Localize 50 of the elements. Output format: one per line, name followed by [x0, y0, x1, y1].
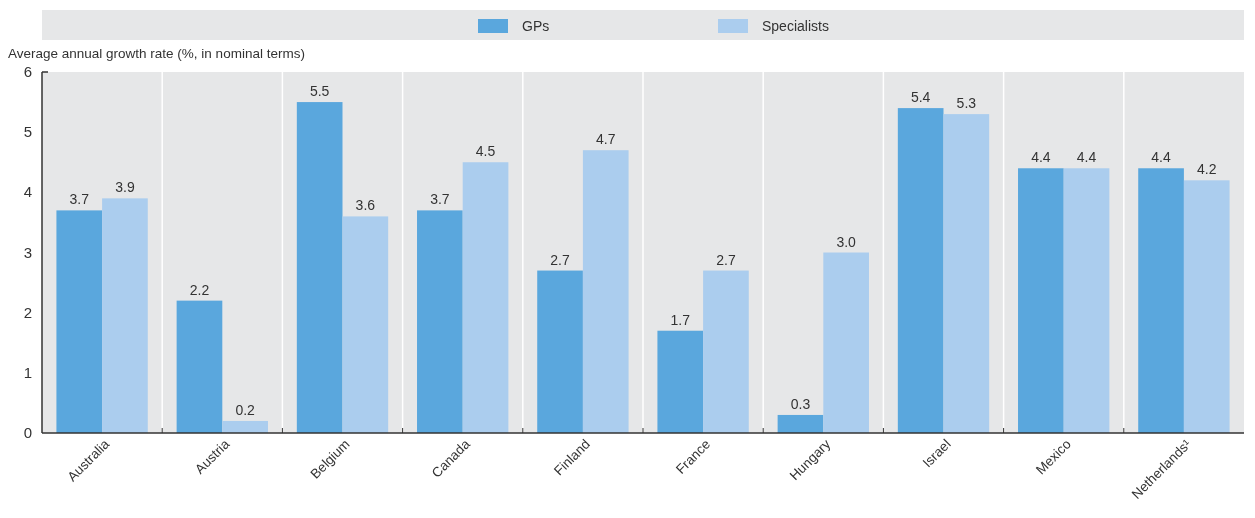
- bar: [342, 216, 389, 433]
- bar: [1138, 168, 1184, 433]
- data-label: 2.7: [550, 251, 570, 268]
- y-axis-title: Average annual growth rate (%, in nominal terms): [8, 46, 305, 61]
- data-label: 2.7: [716, 251, 736, 268]
- bar: [176, 300, 223, 433]
- bar: [1063, 168, 1110, 433]
- data-label: 5.4: [910, 89, 931, 106]
- data-label: 5.3: [956, 95, 977, 112]
- bar: [657, 330, 704, 433]
- bar: [777, 414, 824, 433]
- bar: [296, 102, 343, 433]
- bar: [582, 150, 629, 433]
- bar: [537, 270, 583, 433]
- bar: [823, 252, 869, 433]
- data-label: 2.2: [189, 281, 210, 298]
- data-label: 1.7: [670, 311, 691, 328]
- bar: [417, 210, 463, 433]
- bar: [943, 114, 990, 433]
- data-label: 4.5: [475, 143, 496, 160]
- bar: [1183, 180, 1230, 433]
- y-tick-label: 1: [23, 363, 33, 381]
- y-tick-label: 6: [23, 63, 33, 80]
- y-tick-label: 5: [23, 123, 33, 141]
- data-label: 4.7: [596, 131, 616, 148]
- data-label: 0.2: [235, 401, 256, 418]
- legend-label: Specialists: [762, 18, 829, 34]
- legend-label: GPs: [522, 18, 550, 34]
- y-tick-label: 4: [23, 183, 33, 201]
- data-label: 3.7: [430, 191, 450, 208]
- data-label: 3.6: [355, 197, 376, 214]
- bar: [897, 108, 944, 433]
- data-label: 0.3: [790, 395, 811, 412]
- bar: [462, 162, 509, 433]
- data-label: 3.7: [69, 191, 90, 208]
- bar: [102, 198, 148, 433]
- bar: [222, 420, 268, 433]
- bar: [56, 210, 103, 433]
- y-tick-label: 2: [23, 303, 33, 321]
- data-label: 4.4: [1151, 149, 1171, 166]
- y-tick-label: 0: [23, 424, 33, 441]
- data-label: 4.4: [1031, 149, 1051, 166]
- data-label: 5.5: [309, 83, 330, 100]
- data-label: 4.4: [1076, 149, 1097, 166]
- data-label: 3.9: [115, 179, 135, 196]
- data-label: 4.2: [1197, 161, 1217, 178]
- bar: [1018, 168, 1064, 433]
- bar: [703, 270, 749, 433]
- data-label: 3.0: [836, 233, 857, 250]
- y-tick-label: 3: [23, 243, 33, 261]
